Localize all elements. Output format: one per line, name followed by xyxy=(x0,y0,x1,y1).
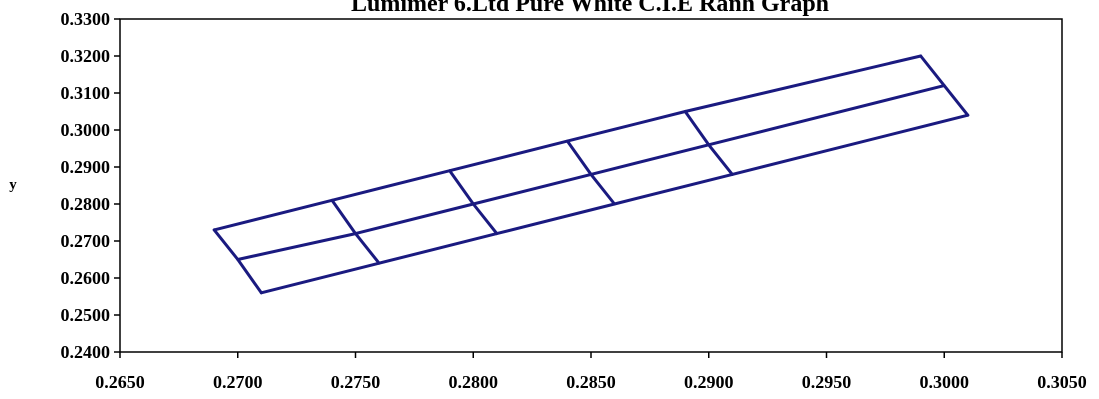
x-tick-label: 0.2800 xyxy=(449,372,499,392)
plot-area-frame xyxy=(119,18,1063,353)
series-line xyxy=(330,198,381,265)
y-tick-label: 0.3000 xyxy=(61,120,111,140)
y-tick-label: 0.3200 xyxy=(61,46,111,66)
y-tick-label: 0.2600 xyxy=(61,268,111,288)
y-tick-label: 0.2400 xyxy=(61,342,111,362)
y-tick-label: 0.2500 xyxy=(61,305,111,325)
x-tick-label: 0.2900 xyxy=(684,372,734,392)
x-tick-label: 0.2850 xyxy=(566,372,616,392)
x-tick-label: 0.3000 xyxy=(920,372,970,392)
x-axis: 0.2650 0.2700 0.2750 0.2800 0.2850 0.2900 0.29… xyxy=(95,352,1087,392)
y-tick-label: 0.2800 xyxy=(61,194,111,214)
chart-title: Lumimer 6.Ltd Pure White C.I.E Ranh Grap… xyxy=(351,0,829,17)
y-tick-label: 0.2900 xyxy=(61,157,111,177)
series-line xyxy=(565,139,616,206)
x-tick-label: 0.3050 xyxy=(1037,372,1087,392)
y-tick-label: 0.3100 xyxy=(61,83,111,103)
series-line xyxy=(212,228,263,295)
series-line xyxy=(259,113,970,295)
y-axis-label: y xyxy=(9,177,17,193)
series-line xyxy=(919,54,970,117)
series-line xyxy=(212,54,923,232)
x-tick-label: 0.2650 xyxy=(95,372,145,392)
x-tick-label: 0.2750 xyxy=(331,372,381,392)
y-tick-label: 0.2700 xyxy=(61,231,111,251)
y-axis: 0.2400 0.2500 0.2600 0.2700 0.2800 0.2900 0.30… xyxy=(61,9,120,362)
series-group xyxy=(212,54,970,295)
x-tick-label: 0.2700 xyxy=(213,372,263,392)
series-line xyxy=(683,110,734,176)
series-line xyxy=(448,169,499,236)
series-line xyxy=(236,84,946,261)
x-tick-label: 0.2950 xyxy=(802,372,852,392)
y-tick-label: 0.3300 xyxy=(61,9,111,29)
